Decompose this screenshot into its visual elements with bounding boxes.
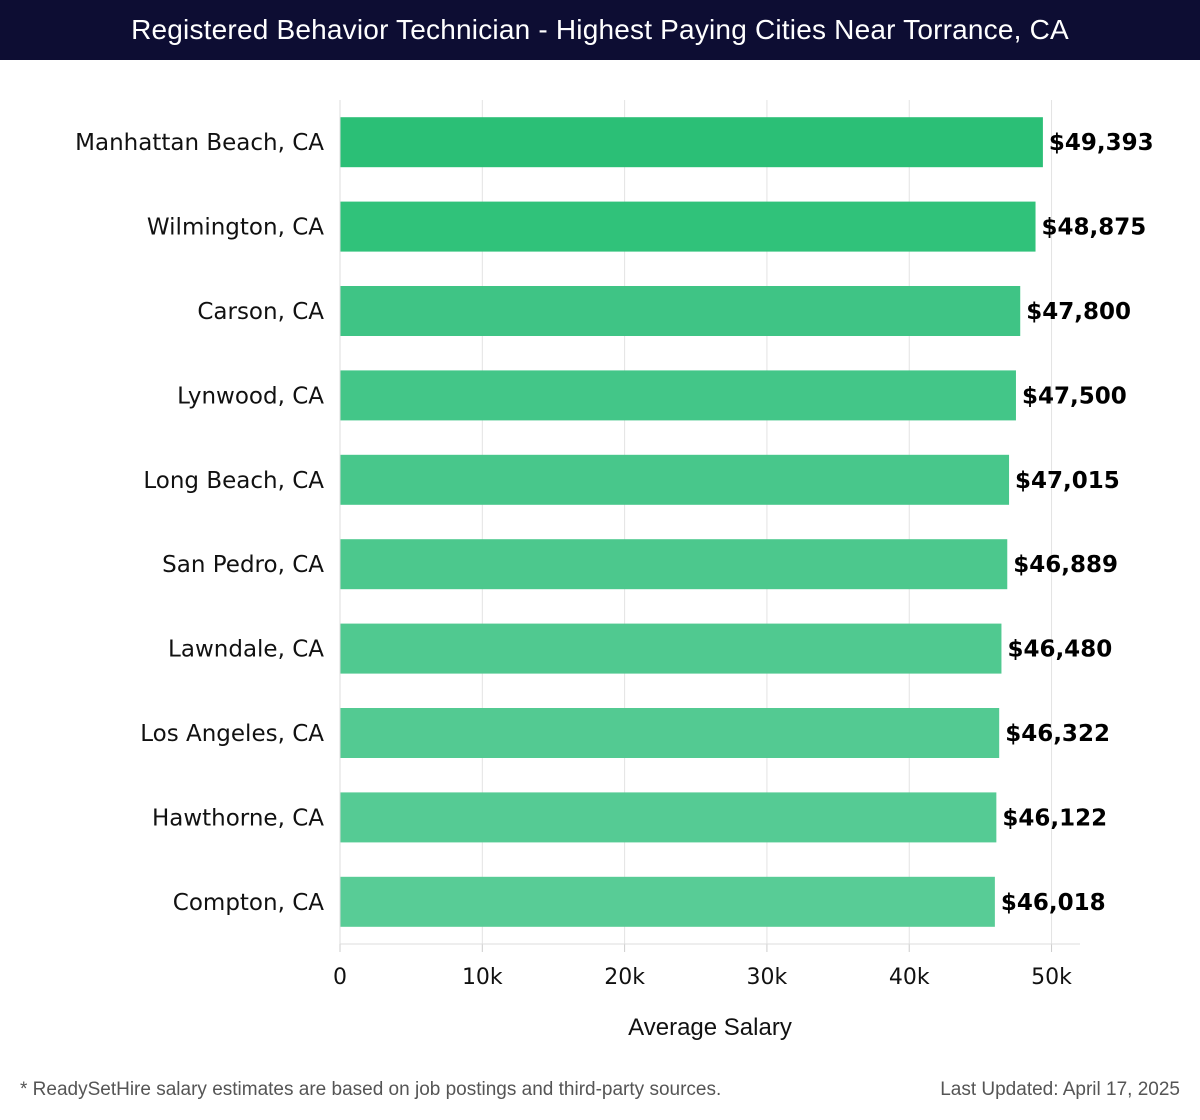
- category-label: Manhattan Beach, CA: [75, 130, 324, 156]
- value-label: $48,875: [1042, 215, 1147, 241]
- last-updated: Last Updated: April 17, 2025: [940, 1079, 1180, 1100]
- value-label: $47,800: [1026, 299, 1131, 325]
- x-tick-label: 10k: [462, 965, 503, 990]
- bar: [340, 708, 1000, 758]
- bar: [340, 117, 1043, 168]
- value-label: $49,393: [1049, 130, 1154, 156]
- category-label: Long Beach, CA: [143, 468, 324, 494]
- value-label: $46,889: [1013, 552, 1118, 578]
- category-label: Los Angeles, CA: [140, 721, 324, 747]
- value-label: $46,322: [1005, 721, 1110, 747]
- value-label: $47,500: [1022, 383, 1127, 409]
- x-tick-label: 30k: [747, 965, 788, 990]
- bar: [340, 454, 1010, 505]
- bar: [340, 201, 1036, 252]
- category-label: Compton, CA: [173, 890, 324, 916]
- chart-title: Registered Behavior Technician - Highest…: [0, 0, 1200, 60]
- bar: [340, 286, 1021, 336]
- category-label: Carson, CA: [197, 299, 324, 325]
- bar: [340, 792, 997, 843]
- value-label: $47,015: [1015, 468, 1120, 494]
- value-label: $46,480: [1007, 637, 1112, 663]
- axes: [339, 100, 1080, 952]
- bar: [340, 539, 1008, 590]
- labels: 0 10k 20k 30k 40k 50k Manhattan Beach, CA $49,3…: [75, 130, 1154, 1041]
- x-tick-label: 50k: [1031, 965, 1072, 990]
- x-tick-label: 40k: [889, 965, 930, 990]
- x-axis-title: Average Salary: [628, 1014, 792, 1041]
- category-label: Lynwood, CA: [177, 383, 324, 409]
- footnote: * ReadySetHire salary estimates are base…: [20, 1079, 722, 1100]
- category-label: Hawthorne, CA: [152, 805, 324, 831]
- category-label: San Pedro, CA: [162, 552, 324, 578]
- bar: [340, 623, 1002, 674]
- category-label: Wilmington, CA: [147, 215, 324, 241]
- bar: [340, 370, 1016, 421]
- x-tick-label: 20k: [604, 965, 645, 990]
- value-label: $46,122: [1002, 805, 1107, 831]
- x-tick-label: 0: [333, 965, 347, 990]
- bars: [340, 117, 1043, 927]
- bar-chart: 0 10k 20k 30k 40k 50k Manhattan Beach, CA $49,3…: [75, 100, 1154, 1041]
- bar: [340, 876, 995, 927]
- value-label: $46,018: [1001, 890, 1106, 916]
- category-label: Lawndale, CA: [168, 637, 324, 663]
